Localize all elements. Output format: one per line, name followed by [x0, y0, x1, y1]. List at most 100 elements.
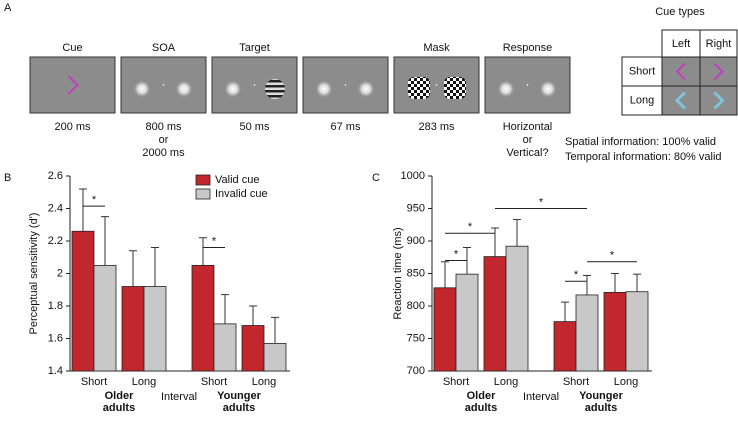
bar	[213, 323, 237, 372]
y-tick-label: 1.8	[48, 300, 63, 312]
frame-duration: Horizontal	[503, 121, 553, 133]
group-label: Older	[467, 390, 496, 402]
legend-label: Valid cue	[215, 174, 259, 186]
y-tick-label: 750	[407, 332, 425, 344]
group-label: adults	[585, 402, 617, 414]
x-tick-label: Short	[201, 376, 227, 388]
x-axis-label: Interval	[523, 391, 559, 403]
cue-cell	[699, 56, 738, 87]
y-tick-label: 700	[407, 365, 425, 377]
x-tick-label: Long	[252, 376, 276, 388]
fixation	[344, 84, 347, 86]
placeholder	[357, 80, 375, 98]
placeholder	[175, 80, 193, 98]
panel-label: A	[4, 2, 12, 14]
frame-name: Cue	[62, 42, 82, 54]
y-axis-label: Reaction time (ms)	[392, 227, 404, 319]
y-tick-label: 1000	[401, 170, 425, 182]
legend-swatch	[195, 174, 211, 186]
significance-star: *	[574, 269, 579, 281]
frame-duration: Vertical?	[506, 147, 548, 159]
frame-duration: 800 ms	[145, 121, 182, 133]
target-grating	[265, 79, 285, 99]
placeholder	[224, 80, 242, 98]
frame-duration: 50 ms	[240, 121, 270, 133]
frame-duration: or	[523, 134, 533, 146]
y-tick-label: 1.4	[48, 365, 63, 377]
cue-types-title: Cue types	[655, 6, 705, 18]
significance-star: *	[610, 250, 615, 262]
x-tick-label: Short	[563, 376, 589, 388]
fixation	[253, 84, 256, 86]
validity-note: Spatial information: 100% valid	[565, 136, 716, 148]
cue-cell	[661, 85, 701, 116]
bar	[455, 273, 479, 372]
bar	[625, 291, 649, 372]
significance-star: *	[468, 221, 473, 233]
bar	[71, 230, 95, 372]
significance-star: *	[539, 196, 544, 208]
table-cell	[621, 85, 663, 116]
x-tick-label: Short	[81, 376, 107, 388]
bar	[121, 286, 145, 372]
row-header: Long	[630, 94, 654, 106]
group-label: Younger	[217, 390, 262, 402]
row-header: Short	[629, 65, 655, 77]
table-cell	[699, 29, 738, 58]
y-tick-label: 2.6	[48, 170, 63, 182]
bar	[191, 264, 215, 372]
group-label: adults	[465, 402, 497, 414]
frame-name: Target	[239, 42, 270, 54]
y-tick-label: 850	[407, 267, 425, 279]
placeholder	[497, 80, 515, 98]
column-header: Right	[706, 38, 732, 50]
column-header: Left	[672, 38, 690, 50]
group-label: adults	[103, 402, 135, 414]
fixation	[162, 84, 165, 86]
bar	[483, 256, 507, 372]
y-tick-label: 800	[407, 300, 425, 312]
cue-arrow	[713, 62, 724, 81]
cue-arrow	[713, 91, 725, 110]
y-axis-label: Perceptual sensitivity (d')	[28, 213, 40, 335]
fixation	[435, 84, 438, 86]
x-tick-label: Long	[132, 376, 156, 388]
y-tick-label: 2.2	[48, 235, 63, 247]
fixation	[526, 84, 529, 86]
group-label: adults	[223, 402, 255, 414]
significance-star: *	[92, 194, 97, 206]
bar	[143, 286, 167, 372]
cue-arrow	[67, 75, 79, 95]
x-tick-label: Long	[494, 376, 518, 388]
x-tick-label: Short	[443, 376, 469, 388]
frame	[29, 56, 116, 114]
mask-patch	[444, 77, 466, 99]
validity-note: Temporal information: 80% valid	[565, 151, 722, 163]
group-label: Younger	[579, 390, 624, 402]
frame-duration: 2000 ms	[142, 147, 185, 159]
group-label: Older	[105, 390, 134, 402]
y-tick-label: 2.4	[48, 202, 63, 214]
panel-label: C	[372, 172, 380, 184]
frame-duration: 283 ms	[418, 121, 455, 133]
frame-name: SOA	[152, 42, 176, 54]
panel-label: B	[4, 172, 11, 184]
frame-duration: 67 ms	[331, 121, 361, 133]
bar	[433, 287, 457, 372]
significance-star: *	[212, 235, 217, 247]
bar	[505, 245, 529, 372]
frame-duration: or	[159, 134, 169, 146]
bar	[603, 291, 627, 372]
y-tick-label: 900	[407, 235, 425, 247]
placeholder	[539, 80, 557, 98]
bar	[553, 321, 577, 372]
significance-star: *	[454, 248, 459, 260]
mask-patch	[408, 77, 430, 99]
cue-cell	[661, 56, 701, 87]
placeholder	[315, 80, 333, 98]
bar	[263, 342, 287, 372]
placeholder	[133, 80, 151, 98]
y-tick-label: 2	[57, 267, 63, 279]
frame-name: Mask	[423, 42, 450, 54]
